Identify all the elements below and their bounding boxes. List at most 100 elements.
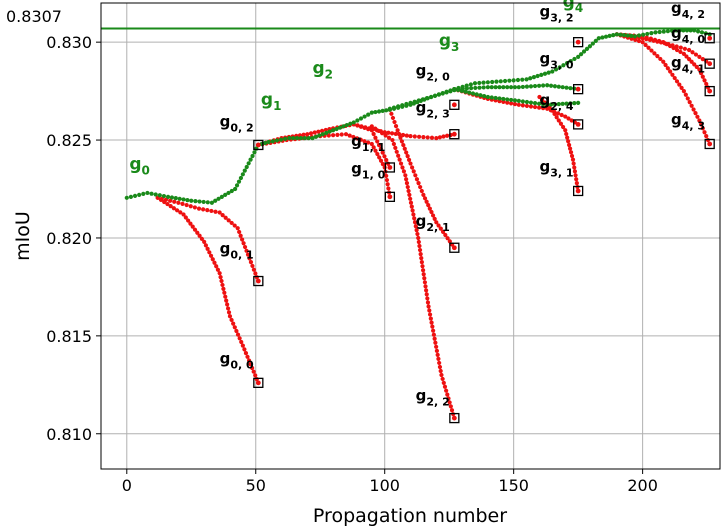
green-point	[511, 78, 516, 83]
red-point	[647, 37, 653, 43]
green-point	[298, 136, 303, 141]
red-point	[410, 208, 415, 213]
red-point	[405, 154, 410, 159]
grid-lines	[101, 3, 720, 469]
red-point	[643, 42, 648, 48]
red-point	[532, 104, 538, 110]
red-point	[237, 336, 242, 341]
node-label: g4, 1	[671, 54, 705, 76]
green-point	[411, 101, 417, 106]
red-point	[413, 224, 418, 229]
red-point	[180, 201, 185, 206]
red-point	[674, 79, 680, 84]
red-point	[564, 131, 569, 137]
green-point	[539, 72, 544, 77]
end-marker-square	[704, 138, 715, 150]
red-point	[374, 128, 380, 133]
end-marker-square	[449, 99, 460, 110]
node-label: g0, 2	[220, 112, 254, 134]
red-point	[219, 278, 224, 284]
x-tick-label: 150	[498, 476, 529, 495]
red-point	[449, 408, 455, 413]
red-point	[239, 339, 244, 345]
red-point	[646, 45, 651, 50]
red-point	[312, 130, 317, 135]
green-point	[498, 79, 503, 84]
green-point	[291, 136, 296, 141]
red-point	[396, 153, 401, 158]
red-point	[539, 97, 545, 102]
green-point	[485, 80, 490, 85]
green-point	[556, 101, 561, 107]
red-point	[213, 209, 218, 214]
red-point	[436, 356, 441, 361]
end-marker-dot	[387, 194, 393, 200]
red-point	[378, 146, 383, 151]
green-point	[238, 175, 244, 181]
red-point	[702, 78, 707, 83]
red-point	[237, 229, 242, 235]
red-point	[421, 135, 426, 140]
end-marker-dot	[575, 188, 581, 194]
green-point	[641, 32, 646, 37]
green-point	[546, 70, 551, 75]
green-point	[391, 106, 397, 111]
end-marker-dot	[707, 61, 713, 67]
red-point	[158, 197, 164, 202]
red-point	[567, 146, 573, 151]
green-point	[576, 54, 581, 59]
red-point	[401, 142, 406, 148]
green-point	[456, 85, 461, 91]
red-point	[516, 102, 521, 107]
red-point	[301, 132, 306, 137]
green-point	[124, 195, 129, 200]
red-point	[220, 213, 225, 218]
node-label: g2, 0	[416, 61, 450, 83]
green-point	[550, 69, 555, 74]
node-label: g3	[439, 31, 460, 54]
red-point	[573, 173, 578, 178]
red-point	[431, 328, 436, 333]
red-point	[232, 223, 237, 228]
red-point	[229, 317, 234, 323]
reference-line-label: 0.8307	[6, 7, 62, 26]
green-point	[674, 28, 679, 33]
end-marker-square	[253, 377, 264, 388]
node-labels: g0 g1 g2 g3 g4 g0, 2 g0, 1 g0, 0 g1, 1 g1, 0 g2, 0…	[129, 0, 705, 408]
red-point	[407, 192, 412, 197]
end-marker-square	[572, 119, 584, 130]
red-point	[339, 132, 344, 137]
green-point	[327, 129, 332, 134]
red-point	[447, 239, 452, 244]
red-point	[398, 135, 403, 140]
green-point	[625, 33, 630, 38]
end-marker-square	[449, 242, 460, 253]
green-point	[524, 84, 530, 89]
green-point	[545, 102, 550, 107]
red-point	[234, 328, 239, 334]
green-point	[234, 183, 240, 188]
red-point	[226, 310, 232, 315]
red-point	[559, 112, 564, 118]
green-point	[481, 85, 486, 90]
red-point	[371, 131, 376, 137]
green-point	[536, 83, 542, 88]
red-point	[422, 196, 428, 201]
node-label: g4, 3	[671, 110, 705, 132]
red-point	[195, 230, 200, 235]
green-point	[494, 79, 499, 84]
red-point	[205, 246, 210, 251]
green-point	[216, 196, 221, 201]
green-point	[422, 97, 427, 102]
green-point	[645, 31, 650, 37]
green-point	[468, 82, 473, 87]
red-point	[677, 82, 682, 87]
node-label: g2, 2	[416, 386, 450, 408]
red-point	[392, 119, 397, 125]
red-point	[702, 130, 707, 135]
red-point	[208, 253, 214, 258]
end-marker-dot	[707, 141, 713, 147]
green-point	[636, 33, 642, 38]
green-point	[351, 120, 356, 125]
